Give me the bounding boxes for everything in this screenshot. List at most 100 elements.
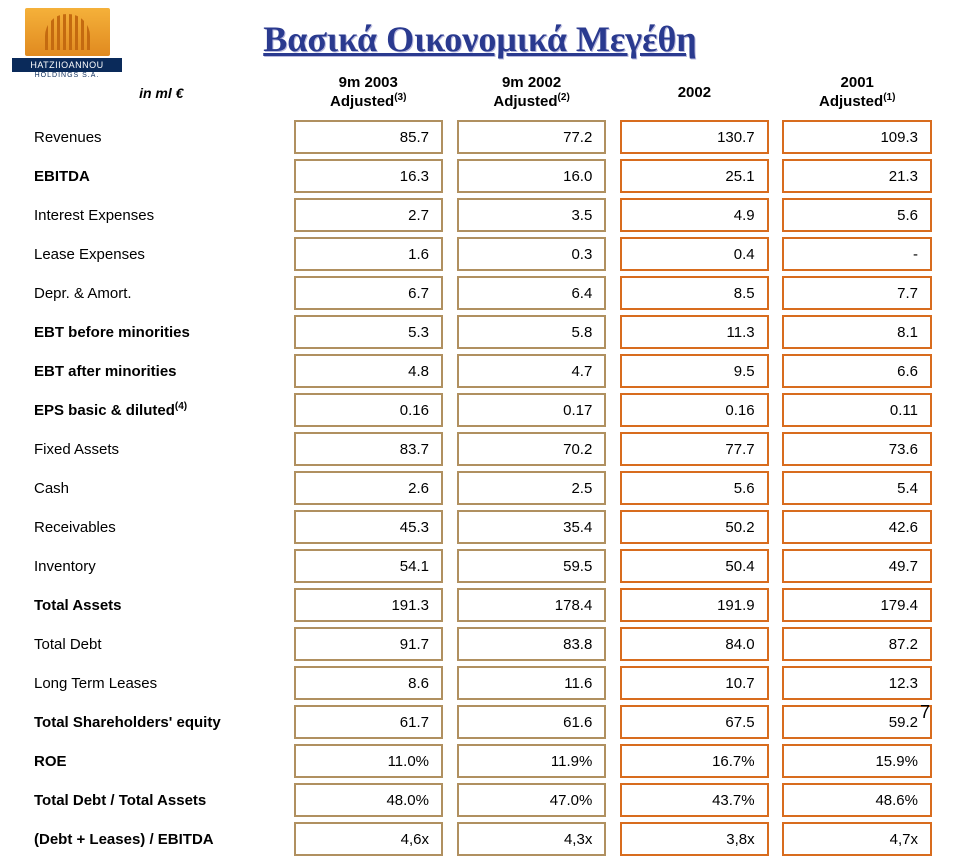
table-cell: 0.11 <box>783 394 931 426</box>
table-cell: 54.1 <box>295 550 443 582</box>
table-cell: 5.4 <box>783 472 931 504</box>
logo-sub: HOLDINGS S.A. <box>12 72 122 79</box>
slide-title: Βασικά Οικονομικά Μεγέθη <box>0 0 960 60</box>
table-cell: 4,7x <box>783 823 931 855</box>
table-cell: 16.7% <box>621 745 767 777</box>
row-label: Fixed Assets <box>28 433 295 465</box>
table-cell: 191.9 <box>621 589 767 621</box>
table-cell: 84.0 <box>621 628 767 660</box>
table-cell: 12.3 <box>783 667 931 699</box>
row-label: EBT after minorities <box>28 355 295 387</box>
table-cell: 77.2 <box>458 121 606 153</box>
table-cell: 11.6 <box>458 667 606 699</box>
table-cell: 77.7 <box>621 433 767 465</box>
table-cell: 2.5 <box>458 472 606 504</box>
row-label: EBITDA <box>28 160 295 192</box>
table-cell: 6.6 <box>783 355 931 387</box>
table-cell: 61.7 <box>295 706 443 738</box>
table-cell: 10.7 <box>621 667 767 699</box>
table-cell: 7.7 <box>783 277 931 309</box>
table-cell: 4.9 <box>621 199 767 231</box>
column-header: 2001Adjusted(1) <box>783 70 931 115</box>
table-cell: 1.6 <box>295 238 443 270</box>
row-label: EPS basic & diluted(4) <box>28 394 295 426</box>
table-cell: 42.6 <box>783 511 931 543</box>
table-cell: 59.2 <box>783 706 931 738</box>
table-cell: 8.1 <box>783 316 931 348</box>
table-cell: 50.2 <box>621 511 767 543</box>
table-cell: 0.16 <box>621 394 767 426</box>
row-label: EBT before minorities <box>28 316 295 348</box>
logo-name: HATZIIOANNOU <box>12 58 122 72</box>
table-cell: 2.7 <box>295 199 443 231</box>
table-cell: 3,8x <box>621 823 767 855</box>
table-cell: 59.5 <box>458 550 606 582</box>
table-cell: - <box>783 238 931 270</box>
table-cell: 0.16 <box>295 394 443 426</box>
table-cell: 67.5 <box>621 706 767 738</box>
table-cell: 4,3x <box>458 823 606 855</box>
table-cell: 0.17 <box>458 394 606 426</box>
table-cell: 5.6 <box>783 199 931 231</box>
table-cell: 0.4 <box>621 238 767 270</box>
row-label: Interest Expenses <box>28 199 295 231</box>
row-label: Total Shareholders' equity <box>28 706 295 738</box>
table-cell: 109.3 <box>783 121 931 153</box>
table-cell: 191.3 <box>295 589 443 621</box>
table-cell: 45.3 <box>295 511 443 543</box>
table-cell: 16.3 <box>295 160 443 192</box>
column-header: 9m 2002Adjusted(2) <box>458 70 606 115</box>
table-cell: 9.5 <box>621 355 767 387</box>
table-cell: 8.5 <box>621 277 767 309</box>
row-label: Lease Expenses <box>28 238 295 270</box>
table-cell: 16.0 <box>458 160 606 192</box>
row-label: Long Term Leases <box>28 667 295 699</box>
table-cell: 178.4 <box>458 589 606 621</box>
table-cell: 43.7% <box>621 784 767 816</box>
table-cell: 4.7 <box>458 355 606 387</box>
table-cell: 2.6 <box>295 472 443 504</box>
row-label: Total Debt <box>28 628 295 660</box>
table-cell: 21.3 <box>783 160 931 192</box>
table-cell: 11.9% <box>458 745 606 777</box>
row-label: Receivables <box>28 511 295 543</box>
row-label: Total Debt / Total Assets <box>28 784 295 816</box>
table-cell: 4.8 <box>295 355 443 387</box>
table-cell: 73.6 <box>783 433 931 465</box>
row-label: Depr. & Amort. <box>28 277 295 309</box>
row-label: Total Assets <box>28 589 295 621</box>
table-cell: 47.0% <box>458 784 606 816</box>
table-cell: 83.8 <box>458 628 606 660</box>
table-cell: 8.6 <box>295 667 443 699</box>
table-cell: 61.6 <box>458 706 606 738</box>
page-number: 7 <box>920 702 930 723</box>
table-cell: 6.4 <box>458 277 606 309</box>
table-cell: 179.4 <box>783 589 931 621</box>
table-cell: 11.3 <box>621 316 767 348</box>
financial-table: in ml €9m 2003Adjusted(3)9m 2002Adjusted… <box>28 70 932 861</box>
row-label: Revenues <box>28 121 295 153</box>
table-cell: 25.1 <box>621 160 767 192</box>
table-cell: 0.3 <box>458 238 606 270</box>
table-cell: 48.0% <box>295 784 443 816</box>
table-cell: 6.7 <box>295 277 443 309</box>
row-label: ROE <box>28 745 295 777</box>
table-cell: 91.7 <box>295 628 443 660</box>
company-logo: HATZIIOANNOU HOLDINGS S.A. <box>12 8 122 78</box>
table-cell: 130.7 <box>621 121 767 153</box>
table-cell: 15.9% <box>783 745 931 777</box>
table-cell: 4,6x <box>295 823 443 855</box>
table-cell: 83.7 <box>295 433 443 465</box>
table-cell: 3.5 <box>458 199 606 231</box>
table-cell: 85.7 <box>295 121 443 153</box>
row-label: Inventory <box>28 550 295 582</box>
table-cell: 70.2 <box>458 433 606 465</box>
row-label: (Debt + Leases) / EBITDA <box>28 823 295 855</box>
table-cell: 35.4 <box>458 511 606 543</box>
table-cell: 50.4 <box>621 550 767 582</box>
column-header: 2002 <box>621 70 767 115</box>
table-cell: 49.7 <box>783 550 931 582</box>
table-cell: 5.3 <box>295 316 443 348</box>
table-cell: 5.8 <box>458 316 606 348</box>
row-label: Cash <box>28 472 295 504</box>
